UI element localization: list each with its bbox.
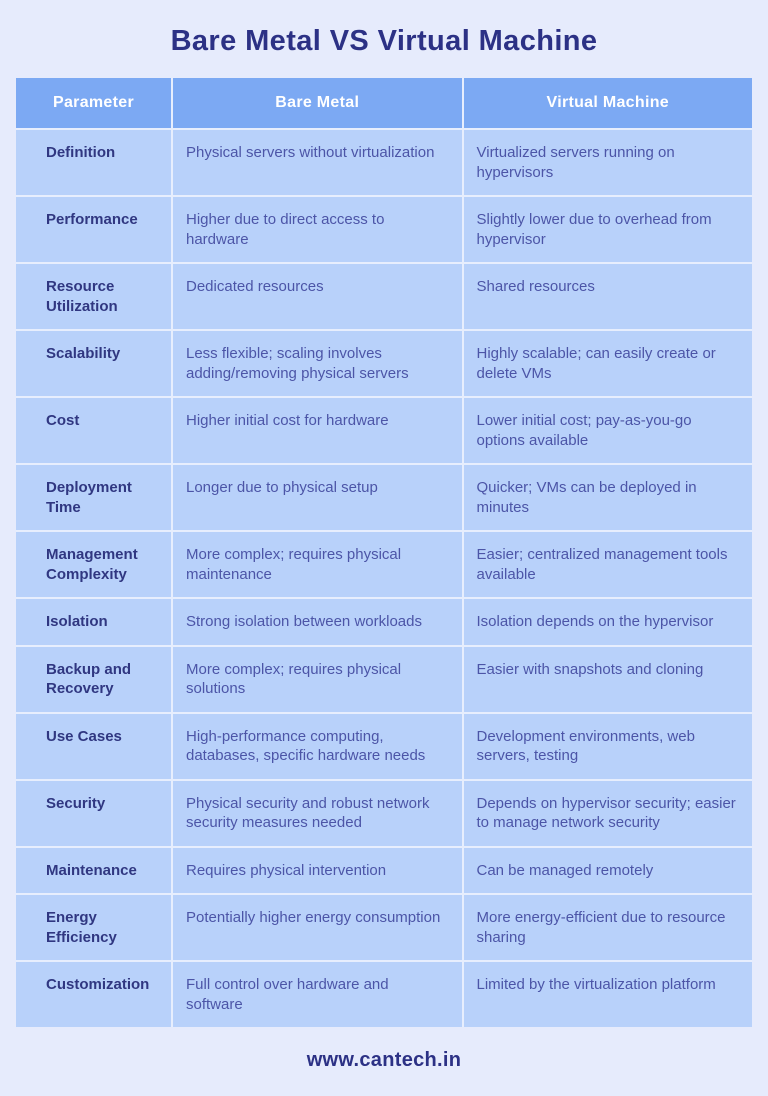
- virtual-machine-cell: Easier; centralized management tools ava…: [463, 532, 752, 597]
- virtual-machine-cell: Lower initial cost; pay-as-you-go option…: [463, 398, 752, 463]
- comparison-table: Parameter Bare Metal Virtual Machine Def…: [16, 78, 752, 1027]
- virtual-machine-cell: Limited by the virtualization platform: [463, 962, 752, 1027]
- bare-metal-cell: Longer due to physical setup: [173, 465, 462, 530]
- virtual-machine-cell: Development environments, web servers, t…: [463, 713, 752, 779]
- parameter-cell: Deployment Time: [16, 465, 171, 530]
- bare-metal-cell: Requires physical intervention: [173, 847, 462, 893]
- bare-metal-cell: Physical security and robust network sec…: [173, 780, 462, 846]
- parameter-cell: Backup and Recovery: [16, 646, 171, 712]
- virtual-machine-cell: Can be managed remotely: [463, 847, 752, 893]
- parameter-cell: Use Cases: [16, 713, 171, 779]
- virtual-machine-cell: Virtualized servers running on hyperviso…: [463, 130, 752, 195]
- parameter-cell: Performance: [16, 197, 171, 262]
- parameter-cell: Maintenance: [16, 847, 171, 893]
- parameter-cell: Definition: [16, 130, 171, 195]
- website-link[interactable]: www.cantech.in: [306, 1049, 462, 1071]
- virtual-machine-cell: Easier with snapshots and cloning: [463, 646, 752, 712]
- virtual-machine-cell: Slightly lower due to overhead from hype…: [463, 197, 752, 262]
- bare-metal-cell: Strong isolation between workloads: [173, 599, 462, 645]
- parameter-cell: Management Complexity: [16, 532, 171, 597]
- virtual-machine-cell: Isolation depends on the hypervisor: [463, 599, 752, 645]
- virtual-machine-cell: Depends on hypervisor security; easier t…: [463, 780, 752, 846]
- bare-metal-cell: More complex; requires physical maintena…: [173, 532, 462, 597]
- page-title: Bare Metal VS Virtual Machine: [170, 25, 598, 57]
- parameter-cell: Security: [16, 780, 171, 846]
- bare-metal-cell: Less flexible; scaling involves adding/r…: [173, 331, 462, 396]
- parameter-cell: Energy Efficiency: [16, 895, 171, 960]
- infographic-page: Bare Metal VS Virtual Machine Parameter …: [0, 25, 768, 1072]
- parameter-cell: Customization: [16, 962, 171, 1027]
- bare-metal-cell: Higher due to direct access to hardware: [173, 197, 462, 262]
- virtual-machine-cell: Quicker; VMs can be deployed in minutes: [463, 465, 752, 530]
- bare-metal-cell: Potentially higher energy consumption: [173, 895, 462, 960]
- parameter-cell: Scalability: [16, 331, 171, 396]
- parameter-cell: Resource Utilization: [16, 264, 171, 329]
- column-header-virtual-machine: Virtual Machine: [463, 78, 752, 128]
- bare-metal-cell: Dedicated resources: [173, 264, 462, 329]
- column-header-parameter: Parameter: [16, 78, 171, 128]
- column-header-bare-metal: Bare Metal: [173, 78, 462, 128]
- bare-metal-cell: Full control over hardware and software: [173, 962, 462, 1027]
- bare-metal-cell: More complex; requires physical solution…: [173, 646, 462, 712]
- bare-metal-cell: High-performance computing, databases, s…: [173, 713, 462, 779]
- virtual-machine-cell: More energy-efficient due to resource sh…: [463, 895, 752, 960]
- bare-metal-cell: Physical servers without virtualization: [173, 130, 462, 195]
- parameter-cell: Isolation: [16, 599, 171, 645]
- bare-metal-cell: Higher initial cost for hardware: [173, 398, 462, 463]
- virtual-machine-cell: Highly scalable; can easily create or de…: [463, 331, 752, 396]
- parameter-cell: Cost: [16, 398, 171, 463]
- virtual-machine-cell: Shared resources: [463, 264, 752, 329]
